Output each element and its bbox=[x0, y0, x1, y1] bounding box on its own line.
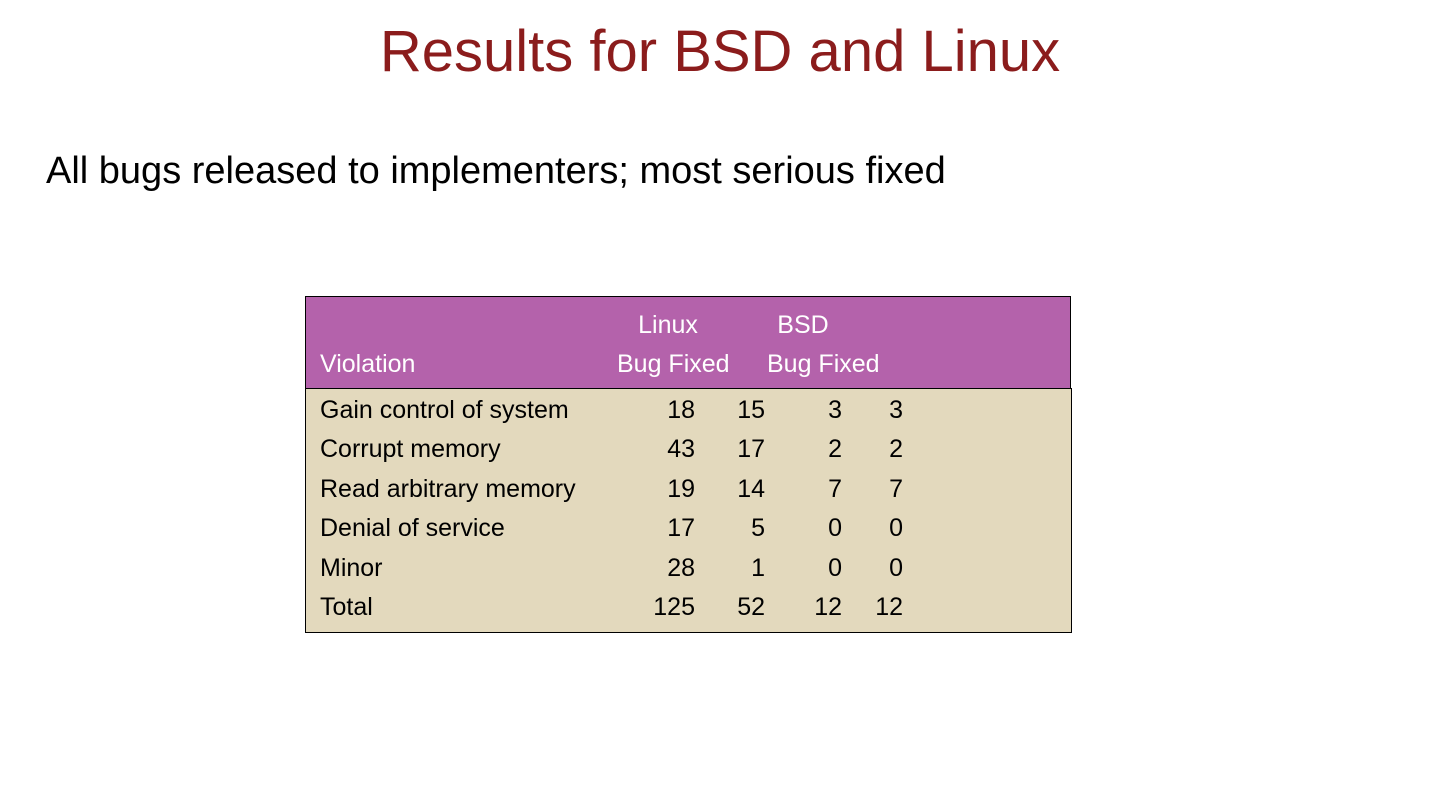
group-header: Linux bbox=[638, 311, 698, 339]
row-label: Minor bbox=[320, 554, 383, 582]
table-body bbox=[305, 388, 1072, 633]
cell-value: 7 bbox=[828, 475, 842, 503]
cell-value: 2 bbox=[828, 435, 842, 463]
slide-title: Results for BSD and Linux bbox=[379, 19, 1061, 84]
row-label: Denial of service bbox=[320, 514, 505, 542]
cell-value: 12 bbox=[814, 593, 842, 621]
cell-value: 12 bbox=[875, 593, 903, 621]
cell-value: 19 bbox=[667, 475, 695, 503]
cell-value: 17 bbox=[737, 435, 765, 463]
cell-value: 14 bbox=[737, 475, 765, 503]
cell-value: 2 bbox=[889, 435, 903, 463]
row-label: Read arbitrary memory bbox=[320, 475, 576, 503]
row-label: Corrupt memory bbox=[320, 435, 501, 463]
cell-value: 125 bbox=[653, 593, 695, 621]
column-header: Violation bbox=[320, 350, 416, 378]
row-label: Total bbox=[320, 593, 373, 621]
cell-value: 43 bbox=[667, 435, 695, 463]
cell-value: 0 bbox=[889, 514, 903, 542]
cell-value: 0 bbox=[889, 554, 903, 582]
cell-value: 0 bbox=[828, 554, 842, 582]
cell-value: 28 bbox=[667, 554, 695, 582]
cell-value: 5 bbox=[751, 514, 765, 542]
group-header: BSD bbox=[777, 311, 829, 339]
column-header: Bug Fixed bbox=[617, 350, 730, 378]
cell-value: 18 bbox=[667, 396, 695, 424]
cell-value: 0 bbox=[828, 514, 842, 542]
cell-value: 1 bbox=[751, 554, 765, 582]
column-header: Bug Fixed bbox=[767, 350, 880, 378]
row-label: Gain control of system bbox=[320, 396, 569, 424]
cell-value: 52 bbox=[737, 593, 765, 621]
cell-value: 3 bbox=[889, 396, 903, 424]
cell-value: 15 bbox=[737, 396, 765, 424]
cell-value: 17 bbox=[667, 514, 695, 542]
cell-value: 7 bbox=[889, 475, 903, 503]
cell-value: 3 bbox=[828, 396, 842, 424]
table-header bbox=[305, 296, 1071, 389]
slide-subtitle: All bugs released to implementers; most … bbox=[46, 150, 946, 192]
